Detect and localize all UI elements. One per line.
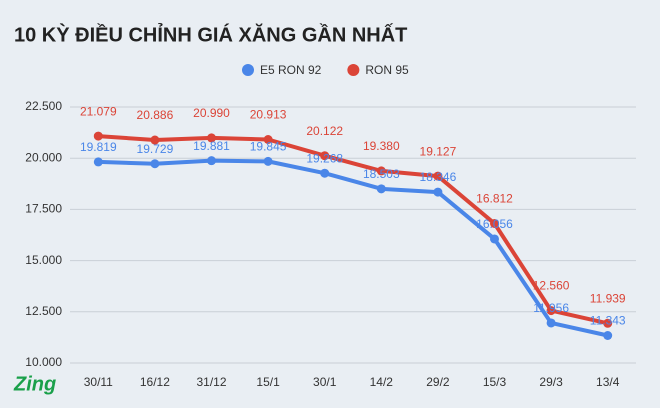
x-tick-label: 31/12 xyxy=(196,375,226,389)
data-point xyxy=(546,306,556,316)
data-point xyxy=(320,168,330,178)
data-label: 11.343 xyxy=(590,314,626,328)
legend-marker xyxy=(347,64,360,76)
data-point xyxy=(93,157,103,167)
data-label: 19.268 xyxy=(306,151,343,165)
data-label: 21.079 xyxy=(80,104,117,118)
data-label: 19.380 xyxy=(363,139,400,153)
y-tick-label: 20.000 xyxy=(25,150,62,164)
data-point xyxy=(376,166,386,176)
legend-label: RON 95 xyxy=(365,63,409,77)
data-label: 19.127 xyxy=(420,144,457,158)
legend-marker xyxy=(242,64,254,76)
data-point xyxy=(433,171,443,181)
data-label: 18.346 xyxy=(420,170,457,184)
data-point xyxy=(603,330,613,340)
x-tick-label: 14/2 xyxy=(370,375,394,389)
data-point xyxy=(490,218,499,228)
y-tick-label: 22.500 xyxy=(25,99,62,113)
x-tick-label: 29/3 xyxy=(539,375,563,389)
series-line xyxy=(98,158,609,338)
data-label: 19.881 xyxy=(193,139,230,153)
data-label: 20.122 xyxy=(306,124,343,138)
data-label: 18.503 xyxy=(363,167,400,181)
y-tick-label: 10.000 xyxy=(25,355,62,369)
x-tick-label: 15/1 xyxy=(256,375,280,389)
data-point xyxy=(603,318,613,328)
data-point xyxy=(490,234,499,244)
x-tick-label: 30/1 xyxy=(313,375,337,389)
data-label: 16.056 xyxy=(476,217,513,231)
y-tick-label: 15.000 xyxy=(25,253,62,267)
data-point xyxy=(433,187,443,197)
legend-label: E5 RON 92 xyxy=(260,63,322,77)
data-point xyxy=(546,318,556,328)
x-tick-label: 13/4 xyxy=(596,375,620,389)
data-label: 19.819 xyxy=(80,140,117,154)
series-line xyxy=(98,134,609,326)
data-point xyxy=(376,184,386,194)
data-label: 20.886 xyxy=(137,108,174,122)
chart-title: 10 KỲ ĐIỀU CHỈNH GIÁ XĂNG GẦN NHẤT xyxy=(14,22,407,46)
data-point xyxy=(207,133,216,143)
data-label: 16.812 xyxy=(476,192,513,206)
data-label: 19.729 xyxy=(137,142,174,156)
logo: Zing xyxy=(13,373,56,395)
data-point xyxy=(320,151,330,161)
data-point xyxy=(263,135,273,145)
x-tick-label: 15/3 xyxy=(483,375,507,389)
data-label: 11.956 xyxy=(533,301,569,315)
data-point xyxy=(150,159,160,169)
x-tick-label: 29/2 xyxy=(426,375,450,389)
data-label: 11.939 xyxy=(590,291,626,305)
data-label: 20.990 xyxy=(193,106,230,120)
x-tick-label: 30/11 xyxy=(84,375,113,389)
data-label: 19.845 xyxy=(250,140,287,154)
data-point xyxy=(150,135,160,145)
data-point xyxy=(207,156,216,166)
x-tick-label: 16/12 xyxy=(140,375,170,389)
y-tick-label: 12.500 xyxy=(25,304,62,318)
y-tick-label: 17.500 xyxy=(25,202,62,216)
data-label: 20.913 xyxy=(250,108,287,122)
data-point xyxy=(263,156,273,166)
data-label: 12.560 xyxy=(533,279,570,293)
data-point xyxy=(93,131,103,141)
